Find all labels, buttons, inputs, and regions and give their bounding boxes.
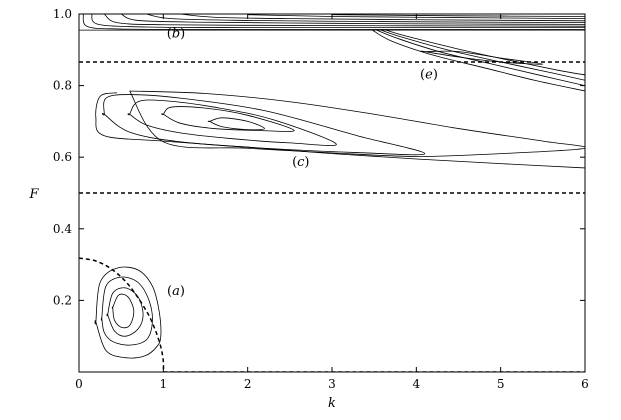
contour-line-c1 — [95, 92, 585, 169]
region-label-a: (a) — [167, 284, 185, 299]
x-tick-label: 2 — [244, 377, 252, 391]
contour-line-b3 — [91, 14, 585, 29]
y-axis-label: F — [28, 187, 39, 202]
contour-line-c6 — [207, 117, 265, 131]
region-label-c: (c) — [292, 155, 309, 170]
x-tick-label: 5 — [497, 377, 505, 391]
y-tick-label: 0.4 — [53, 222, 72, 236]
contour-line-e3 — [380, 29, 585, 81]
y-tick-label: 0.8 — [53, 79, 72, 93]
y-tick-label: 1.0 — [53, 7, 72, 21]
contour-line-b5 — [120, 14, 585, 25]
contour-line-b8 — [247, 14, 585, 20]
contour-line-b7 — [180, 14, 585, 22]
x-tick-label: 6 — [581, 377, 589, 391]
contour-line-c5 — [161, 106, 295, 132]
y-tick-label: 0.6 — [53, 150, 72, 164]
dashed-small-k-boundary — [79, 257, 165, 372]
contour-line-b9 — [331, 14, 585, 17]
x-tick-label: 4 — [413, 377, 421, 391]
contour-line-e4 — [385, 29, 585, 76]
contour-line-c4 — [127, 99, 337, 146]
contour-line-b2 — [82, 14, 585, 30]
x-tick-label: 3 — [328, 377, 336, 391]
x-tick-label: 0 — [75, 377, 83, 391]
contour-line-b4 — [104, 14, 585, 27]
region-label-b: (b) — [167, 26, 185, 41]
region-label-e: (e) — [420, 67, 438, 82]
contour-line-c3 — [101, 94, 426, 156]
contour-line-a3 — [106, 287, 144, 337]
contour-line-b6 — [146, 14, 585, 23]
x-tick-label: 1 — [160, 377, 168, 391]
contour-line-e5 — [420, 50, 544, 65]
x-axis-label: k — [328, 396, 336, 411]
contour-line-e1 — [372, 29, 585, 92]
contour-line-c2 — [129, 90, 585, 157]
contour-line-a2 — [100, 276, 153, 346]
y-tick-label: 0.2 — [53, 293, 72, 307]
contour-line-a4 — [111, 293, 135, 329]
contour-line-a1 — [94, 266, 162, 359]
